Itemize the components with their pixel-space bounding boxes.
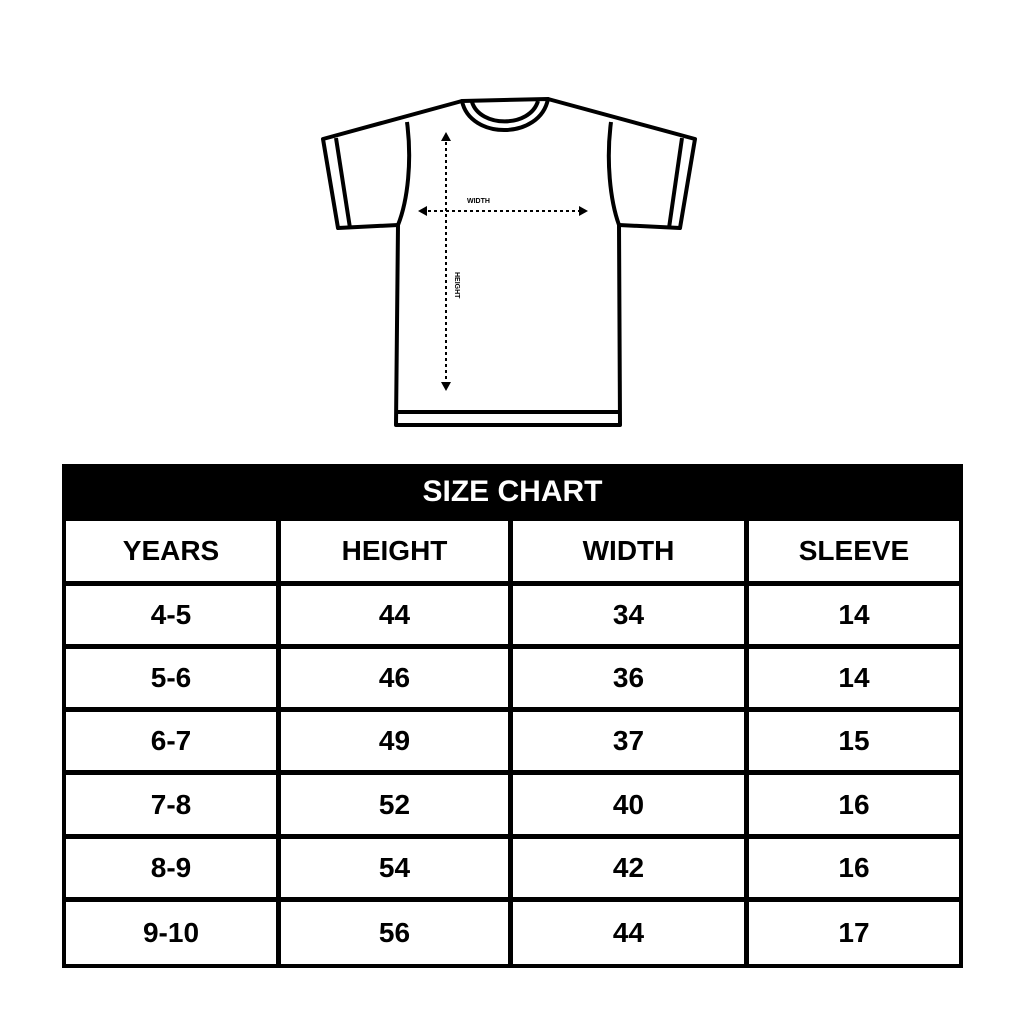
height-label: HEIGHT bbox=[453, 272, 460, 299]
table-cell: 46 bbox=[281, 649, 508, 707]
table-cell: 5-6 bbox=[66, 649, 276, 707]
width-arrow-right-head bbox=[579, 206, 588, 216]
table-cell: 4-5 bbox=[66, 586, 276, 644]
column-header: SLEEVE bbox=[749, 521, 959, 581]
height-arrow-bottom-head bbox=[441, 382, 451, 391]
table-cell: 17 bbox=[749, 902, 959, 964]
table-cell: 44 bbox=[513, 902, 744, 964]
table-title: SIZE CHART bbox=[422, 475, 603, 508]
tshirt-diagram: WIDTH HEIGHT bbox=[321, 97, 697, 427]
table-cell: 7-8 bbox=[66, 775, 276, 834]
table-cell: 42 bbox=[513, 839, 744, 897]
table-cell: 40 bbox=[513, 775, 744, 834]
table-cell: 49 bbox=[281, 712, 508, 770]
table-cell: 37 bbox=[513, 712, 744, 770]
table-cell: 6-7 bbox=[66, 712, 276, 770]
table-cell: 9-10 bbox=[66, 902, 276, 964]
table-cell: 16 bbox=[749, 775, 959, 834]
table-cell: 52 bbox=[281, 775, 508, 834]
size-chart-table: SIZE CHART YEARS HEIGHT WIDTH SLEEVE 4-5 44 34… bbox=[62, 464, 963, 968]
height-arrow-top-head bbox=[441, 132, 451, 141]
table-cell: 34 bbox=[513, 586, 744, 644]
table-cell: 16 bbox=[749, 839, 959, 897]
width-arrow-left-head bbox=[418, 206, 427, 216]
table-cell: 15 bbox=[749, 712, 959, 770]
width-label: WIDTH bbox=[467, 198, 490, 205]
table-cell: 54 bbox=[281, 839, 508, 897]
table-cell: 8-9 bbox=[66, 839, 276, 897]
collar-outer bbox=[460, 97, 550, 132]
table-cell: 14 bbox=[749, 586, 959, 644]
table-cell: 56 bbox=[281, 902, 508, 964]
table-cell: 44 bbox=[281, 586, 508, 644]
table-cell: 36 bbox=[513, 649, 744, 707]
column-header: HEIGHT bbox=[281, 521, 508, 581]
collar-inner bbox=[470, 100, 540, 124]
table-cell: 14 bbox=[749, 649, 959, 707]
tshirt-outline bbox=[321, 97, 697, 427]
column-header: WIDTH bbox=[513, 521, 744, 581]
column-header: YEARS bbox=[66, 521, 276, 581]
